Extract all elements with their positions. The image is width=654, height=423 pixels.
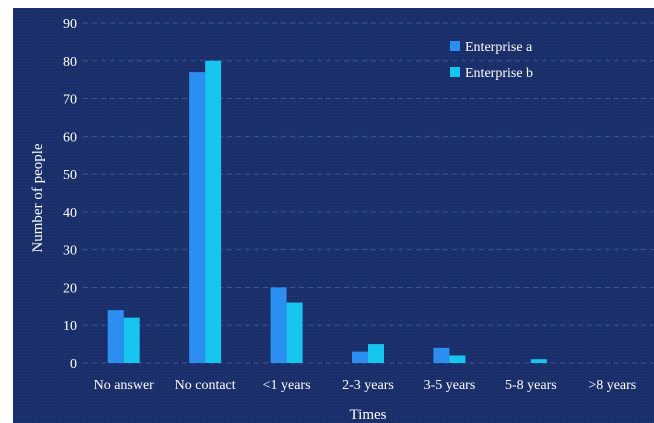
bar-series-2-4 bbox=[449, 355, 466, 363]
bar-series-1-4 bbox=[433, 347, 450, 363]
y-tick-label: 70 bbox=[63, 93, 77, 108]
bar-series-2-5 bbox=[530, 359, 547, 363]
y-tick-label: 10 bbox=[63, 319, 77, 334]
legend-swatch bbox=[450, 67, 460, 77]
y-tick-label: 40 bbox=[63, 206, 77, 221]
y-tick-label: 30 bbox=[63, 244, 77, 259]
y-tick-label: 80 bbox=[63, 55, 77, 70]
legend-label: Enterprise a bbox=[465, 40, 533, 55]
x-axis-title: Times bbox=[350, 407, 387, 423]
x-axis-ticks: No answer No contact <1 years 2-3 years 3-5 … bbox=[94, 378, 637, 393]
y-axis-title: Number of people bbox=[30, 143, 46, 252]
bar-series-2-3 bbox=[368, 344, 384, 363]
legend-swatch bbox=[450, 41, 460, 51]
y-tick-label: 0 bbox=[70, 357, 77, 372]
x-tick-label: 3-5 years bbox=[424, 378, 476, 393]
x-tick-label: >8 years bbox=[588, 378, 636, 393]
bar-series-1-2 bbox=[270, 287, 287, 363]
y-axis-ticks: 0 10 20 30 40 50 60 70 80 90 bbox=[63, 17, 77, 372]
gridlines bbox=[83, 22, 653, 364]
bar-series-2-2 bbox=[286, 302, 303, 363]
x-tick-label: 5-8 years bbox=[505, 378, 557, 393]
legend: Enterprise a Enterprise b bbox=[450, 40, 533, 81]
x-tick-label: No contact bbox=[175, 378, 236, 393]
bar-series-2-0 bbox=[123, 317, 140, 363]
y-tick-label: 50 bbox=[63, 168, 77, 183]
y-tick-label: 20 bbox=[63, 281, 77, 296]
chart-container: 0 10 20 30 40 50 60 70 80 90 No answer No contact <… bbox=[13, 8, 654, 423]
bar-series-1-1 bbox=[189, 72, 206, 363]
bar-chart: 0 10 20 30 40 50 60 70 80 90 No answer No contact <… bbox=[13, 8, 654, 423]
y-tick-label: 90 bbox=[63, 17, 77, 32]
bar-series-1-3 bbox=[352, 351, 368, 363]
x-tick-label: 2-3 years bbox=[342, 378, 394, 393]
bar-series-1-0 bbox=[107, 310, 124, 363]
bar-series-2-1 bbox=[205, 60, 222, 364]
x-tick-label: <1 years bbox=[263, 378, 311, 393]
x-tick-label: No answer bbox=[94, 378, 155, 393]
y-tick-label: 60 bbox=[63, 130, 77, 145]
bars bbox=[107, 60, 547, 364]
legend-label: Enterprise b bbox=[465, 66, 533, 81]
